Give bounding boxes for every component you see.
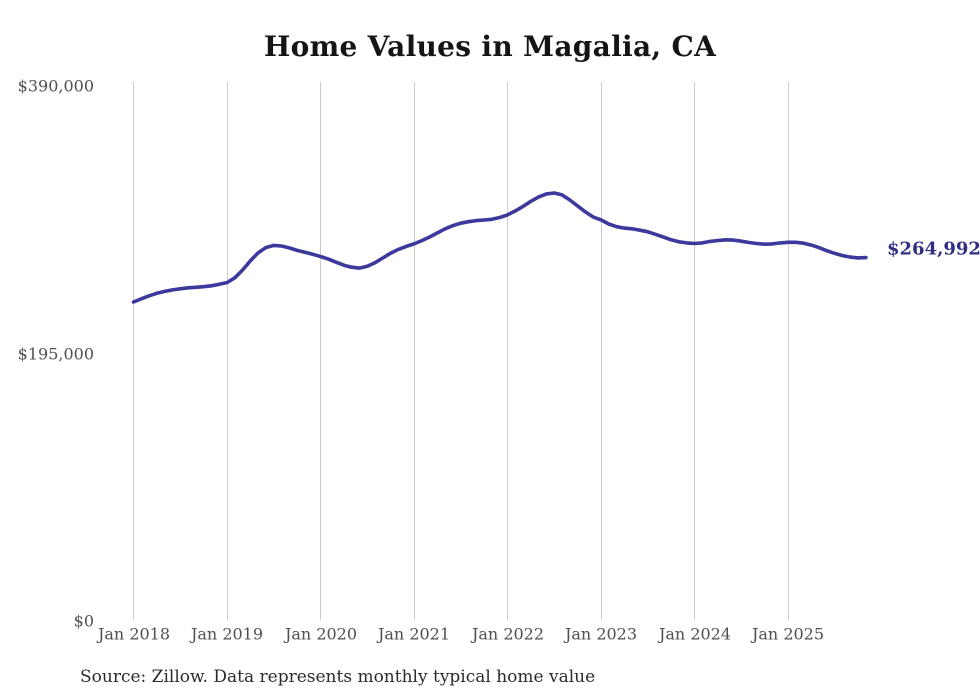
x-tick-jan-2023: Jan 2023 xyxy=(564,624,638,644)
x-tick-jan-2022: Jan 2022 xyxy=(471,624,545,644)
source-note: Source: Zillow. Data represents monthly … xyxy=(80,667,596,687)
x-tick-jan-2021: Jan 2021 xyxy=(377,624,451,644)
home-value-line xyxy=(131,191,868,304)
x-tick-jan-2018: Jan 2018 xyxy=(97,624,171,644)
gridline-jan-2018 xyxy=(133,82,134,620)
gridline-jan-2020 xyxy=(320,82,321,620)
gridline-jan-2024 xyxy=(694,82,695,620)
gridline-jan-2022 xyxy=(507,82,508,620)
x-tick-jan-2025: Jan 2025 xyxy=(751,624,825,644)
chart-end-label: $264,992 xyxy=(887,238,980,260)
x-tick-jan-2019: Jan 2019 xyxy=(190,624,264,644)
gridline-jan-2021 xyxy=(414,82,415,620)
x-tick-jan-2020: Jan 2020 xyxy=(284,624,358,644)
gridline-jan-2019 xyxy=(227,82,228,620)
gridline-jan-2025 xyxy=(788,82,789,620)
gridline-jan-2023 xyxy=(601,82,602,620)
y-tick-195000: $195,000 xyxy=(17,344,94,364)
chart-title: Home Values in Magalia, CA xyxy=(263,30,717,63)
x-tick-jan-2024: Jan 2024 xyxy=(658,624,732,644)
y-tick-390000: $390,000 xyxy=(17,76,94,96)
y-tick-0: $0 xyxy=(73,611,94,631)
